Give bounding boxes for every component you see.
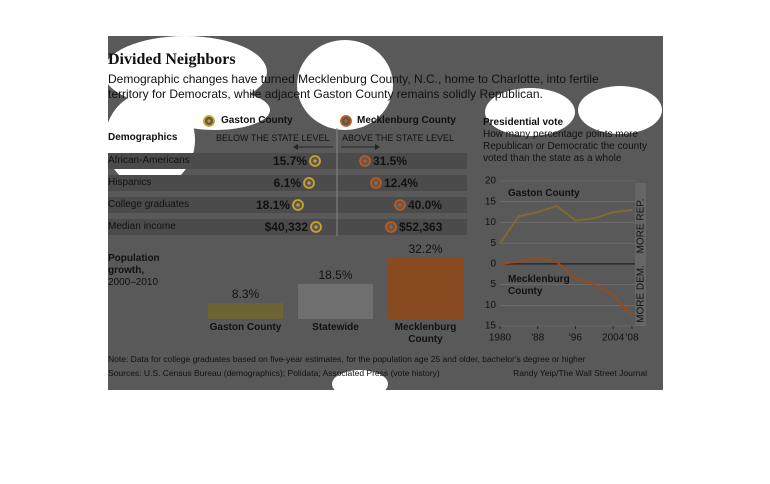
column-header: Gaston County xyxy=(221,115,293,126)
side-label: MORE REP. xyxy=(636,199,647,254)
y-tick-label: 10 xyxy=(485,217,497,228)
direction-label: BELOW THE STATE LEVEL xyxy=(216,133,330,143)
blob xyxy=(160,90,270,130)
gaston-value: 15.7% xyxy=(272,154,307,168)
bar-title: Population growth, xyxy=(108,253,160,276)
x-tick-label: '08 xyxy=(625,333,638,344)
mecklenburg-value: $52,363 xyxy=(399,220,443,234)
bar-value-label: 32.2% xyxy=(408,241,443,256)
marker-center xyxy=(296,203,300,207)
line-title: Presidential vote xyxy=(483,117,564,128)
column-header: Mecklenburg County xyxy=(357,115,456,126)
bar-category: Mecklenburg County xyxy=(394,322,457,345)
mecklenburg-value: 40.0% xyxy=(408,198,443,212)
series-label: Mecklenburg County xyxy=(508,274,570,297)
row-label: College graduates xyxy=(108,199,190,210)
row-label: Hispanics xyxy=(108,177,152,188)
side-label: MORE DEM. xyxy=(636,265,647,323)
line-subtitle: How many percentage points more Republic… xyxy=(483,129,647,164)
gaston-value: 18.1% xyxy=(255,198,290,212)
title: Divided Neighbors xyxy=(108,51,236,68)
blob xyxy=(578,86,662,134)
marker-center xyxy=(374,181,378,185)
marker-center xyxy=(207,119,211,123)
bar-category: Statewide xyxy=(312,322,359,333)
marker-center xyxy=(344,119,348,123)
series-label: Gaston County xyxy=(508,188,580,199)
credit: Randy Yeip/The Wall Street Journal xyxy=(513,368,647,378)
marker-center xyxy=(313,159,317,163)
y-tick-label: 20 xyxy=(485,176,497,187)
y-tick-label: 15 xyxy=(485,196,497,207)
marker-center xyxy=(314,225,318,229)
x-tick-label: 2004 xyxy=(602,333,625,344)
marker-center xyxy=(307,181,311,185)
marker-center xyxy=(389,225,393,229)
y-tick-label: 10 xyxy=(485,300,497,311)
y-tick-label: 5 xyxy=(490,238,496,249)
note: Note: Data for college graduates based o… xyxy=(108,354,586,364)
marker-center xyxy=(398,203,402,207)
gaston-value: $40,332 xyxy=(264,220,308,234)
x-tick-label: '88 xyxy=(531,333,544,344)
blob xyxy=(103,36,267,108)
row-band xyxy=(108,153,467,169)
bar-value-label: 18.5% xyxy=(318,267,353,282)
bar xyxy=(208,303,283,319)
gaston-value: 6.1% xyxy=(273,176,301,190)
bar-value-label: 8.3% xyxy=(231,287,260,302)
y-tick-label: 15 xyxy=(485,321,497,332)
series-line xyxy=(499,204,633,244)
arrow-head xyxy=(293,144,298,150)
row-band xyxy=(108,219,467,235)
row-band xyxy=(108,197,467,213)
section-title: Demographics xyxy=(108,132,178,143)
bar xyxy=(298,283,373,319)
bar-category: Gaston County xyxy=(209,322,282,333)
y-tick-label: 5 xyxy=(490,279,496,290)
row-label: Median income xyxy=(108,221,176,232)
highlight-blobs xyxy=(103,36,662,398)
bar-subtitle: 2000–2010 xyxy=(108,277,159,288)
arrow-head xyxy=(375,144,380,150)
subtitle: Demographic changes have turned Mecklenb… xyxy=(108,72,599,101)
marker-center xyxy=(363,159,367,163)
blob xyxy=(297,40,393,130)
x-tick-label: '96 xyxy=(569,333,582,344)
series-line xyxy=(499,256,633,317)
blob xyxy=(485,88,575,136)
blob xyxy=(332,370,388,398)
mecklenburg-value: 12.4% xyxy=(384,176,419,190)
x-tick-label: 1980 xyxy=(489,333,512,344)
mecklenburg-value: 31.5% xyxy=(373,154,408,168)
y-tick-label: 0 xyxy=(490,258,496,269)
bar xyxy=(388,257,463,319)
direction-label: ABOVE THE STATE LEVEL xyxy=(342,133,455,143)
sources: Sources: U.S. Census Bureau (demographic… xyxy=(108,368,440,378)
row-label: African-Americans xyxy=(108,155,190,166)
direction-bar xyxy=(635,183,646,326)
